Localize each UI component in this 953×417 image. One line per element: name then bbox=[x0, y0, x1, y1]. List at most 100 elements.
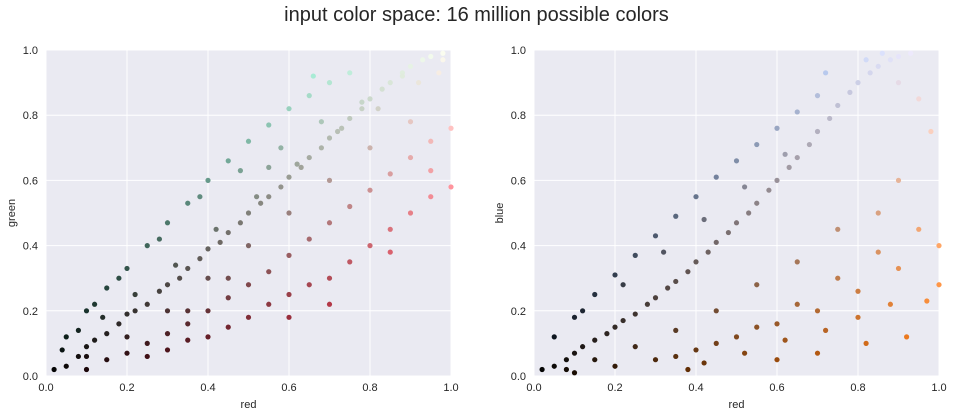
y-tick-label: 0.2 bbox=[23, 306, 38, 318]
data-point bbox=[213, 226, 219, 232]
data-point bbox=[83, 344, 90, 350]
data-point bbox=[335, 128, 341, 135]
data-point bbox=[116, 321, 122, 327]
data-point bbox=[266, 164, 272, 170]
data-point bbox=[92, 301, 98, 307]
data-point bbox=[705, 249, 711, 255]
data-point bbox=[733, 334, 740, 340]
data-point bbox=[306, 282, 312, 288]
data-point bbox=[359, 99, 365, 105]
data-point bbox=[693, 259, 699, 265]
data-point bbox=[428, 138, 434, 144]
data-point bbox=[895, 265, 902, 272]
data-point bbox=[742, 350, 748, 356]
data-point bbox=[177, 275, 183, 281]
data-point bbox=[879, 50, 885, 56]
y-tick-label: 0.8 bbox=[511, 110, 526, 122]
data-point bbox=[124, 334, 130, 340]
data-point bbox=[436, 70, 442, 76]
data-point bbox=[632, 311, 638, 317]
data-point bbox=[814, 308, 821, 314]
data-point bbox=[225, 295, 231, 301]
data-point bbox=[104, 285, 110, 291]
data-point bbox=[742, 184, 748, 190]
data-point bbox=[875, 249, 881, 255]
x-tick-label: 1.0 bbox=[931, 382, 946, 394]
data-point bbox=[266, 301, 272, 307]
data-point bbox=[794, 154, 800, 161]
data-point bbox=[156, 288, 162, 294]
y-tick-label: 0.4 bbox=[511, 241, 526, 253]
data-point bbox=[701, 216, 707, 223]
data-point bbox=[407, 210, 414, 216]
data-point bbox=[928, 128, 934, 135]
data-point bbox=[387, 171, 393, 177]
data-point bbox=[612, 363, 618, 369]
data-point bbox=[326, 301, 333, 307]
y-tick-label: 1.0 bbox=[511, 45, 526, 57]
data-point bbox=[367, 187, 373, 193]
data-point bbox=[794, 259, 800, 265]
data-point bbox=[713, 174, 719, 180]
data-point bbox=[185, 200, 191, 206]
data-point bbox=[326, 80, 333, 86]
data-point bbox=[895, 80, 902, 86]
data-point bbox=[571, 370, 578, 376]
data-point bbox=[448, 125, 454, 131]
data-point bbox=[51, 366, 57, 373]
data-point bbox=[440, 57, 446, 63]
data-point bbox=[895, 177, 902, 183]
data-point bbox=[814, 128, 821, 135]
data-point bbox=[782, 151, 788, 157]
data-point bbox=[936, 243, 942, 249]
data-point bbox=[318, 145, 324, 151]
y-tick-label: 0.6 bbox=[511, 175, 526, 187]
data-point bbox=[612, 324, 618, 330]
data-point bbox=[904, 334, 910, 340]
data-point bbox=[652, 357, 659, 363]
data-point bbox=[164, 282, 171, 288]
data-point bbox=[104, 357, 110, 363]
data-point bbox=[367, 243, 373, 249]
data-point bbox=[347, 70, 353, 76]
x-tick-label: 0.4 bbox=[688, 382, 703, 394]
data-point bbox=[245, 210, 252, 216]
data-point bbox=[205, 308, 211, 314]
data-point bbox=[387, 249, 393, 255]
data-point bbox=[205, 246, 211, 252]
data-point bbox=[278, 184, 284, 190]
data-point bbox=[399, 73, 405, 79]
data-point bbox=[823, 70, 829, 76]
data-point bbox=[286, 314, 292, 320]
data-point bbox=[286, 174, 292, 180]
y-tick-label: 0.2 bbox=[511, 306, 526, 318]
data-point bbox=[144, 353, 150, 360]
data-point bbox=[766, 187, 772, 193]
data-point bbox=[407, 63, 414, 69]
data-point bbox=[806, 141, 812, 148]
data-point bbox=[863, 57, 869, 63]
data-point bbox=[205, 177, 211, 183]
data-point bbox=[855, 314, 861, 320]
data-point bbox=[428, 53, 434, 60]
data-point bbox=[310, 73, 316, 79]
data-point bbox=[237, 168, 243, 174]
data-point bbox=[673, 213, 679, 219]
data-point bbox=[794, 109, 800, 115]
data-point bbox=[693, 347, 699, 353]
data-point bbox=[173, 262, 179, 268]
data-point bbox=[306, 93, 312, 99]
data-point bbox=[571, 314, 578, 320]
y-axis-label: blue bbox=[494, 203, 506, 224]
data-point bbox=[63, 363, 69, 369]
scatter-points bbox=[51, 50, 454, 373]
data-point bbox=[144, 243, 150, 249]
data-point bbox=[916, 226, 922, 232]
data-point bbox=[661, 249, 667, 255]
data-point bbox=[225, 275, 231, 281]
data-point bbox=[205, 275, 211, 281]
data-point bbox=[448, 184, 454, 190]
data-point bbox=[855, 80, 861, 86]
data-point bbox=[286, 210, 292, 216]
x-tick-label: 0.8 bbox=[850, 382, 865, 394]
